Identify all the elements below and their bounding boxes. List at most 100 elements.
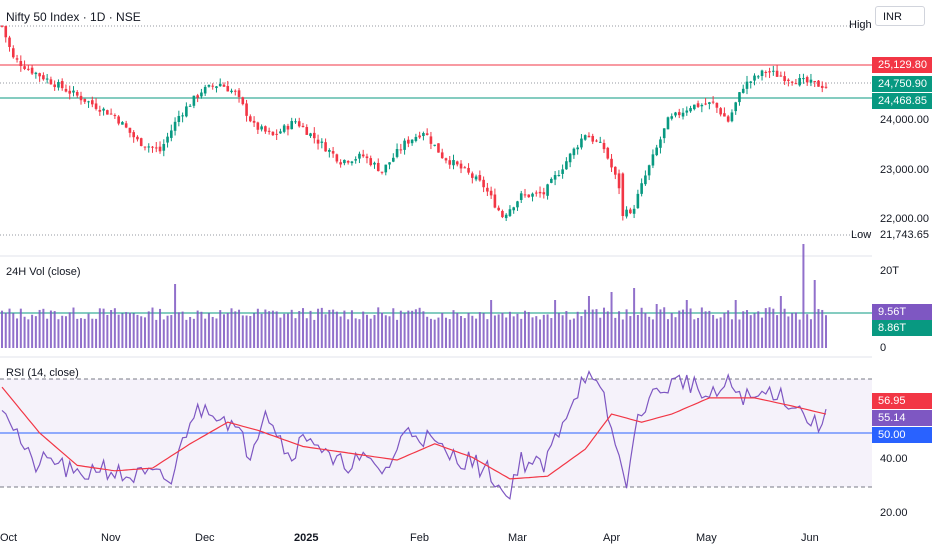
- high-label: High: [849, 19, 872, 31]
- volume-bar: [719, 317, 722, 348]
- volume-bar: [809, 319, 812, 348]
- candle-body: [418, 135, 421, 138]
- volume-bar: [550, 318, 553, 348]
- volume-bar: [1, 310, 3, 348]
- candle-body: [188, 105, 192, 107]
- candle-body: [305, 127, 309, 135]
- candle-body: [312, 132, 316, 139]
- candle-body: [802, 78, 805, 80]
- volume-bar: [648, 316, 651, 348]
- candle-body: [471, 173, 474, 178]
- volume-bar: [369, 318, 372, 348]
- volume-bar: [471, 315, 474, 348]
- chart-title: Nifty 50 Index · 1D · NSE: [6, 10, 141, 24]
- candle-body: [106, 110, 109, 115]
- volume-bar: [95, 318, 98, 348]
- volume-bar: [222, 314, 225, 348]
- candle-body: [685, 110, 689, 113]
- candle-body: [15, 58, 19, 60]
- volume-bar: [49, 310, 52, 348]
- candle-body: [730, 112, 734, 122]
- candle-body: [440, 152, 444, 159]
- candle-body: [294, 121, 297, 123]
- volume-bar: [591, 309, 594, 348]
- candle-body: [693, 104, 696, 110]
- volume-bar: [422, 311, 425, 348]
- volume-bar: [539, 319, 542, 348]
- candle-body: [365, 156, 369, 159]
- candle-body: [580, 138, 583, 148]
- volume-bar: [794, 312, 797, 348]
- volume-bar: [730, 319, 733, 348]
- x-axis-label: Oct: [0, 532, 18, 544]
- volume-bar: [745, 310, 748, 348]
- volume-bar: [776, 315, 779, 348]
- low-value: 21,743.65: [880, 229, 929, 241]
- volume-bar: [715, 318, 718, 348]
- candle-body: [230, 90, 233, 93]
- volume-bar: [358, 319, 361, 348]
- candle-body: [805, 77, 809, 83]
- candle-body: [489, 190, 493, 196]
- volume-bar: [557, 313, 560, 348]
- candle-body: [384, 164, 388, 173]
- volume-bar: [373, 315, 376, 348]
- candle-body: [30, 67, 34, 74]
- candle-body: [591, 135, 595, 142]
- candle-body: [734, 102, 737, 112]
- volume-bar: [192, 318, 195, 348]
- volume-bar: [8, 308, 11, 348]
- volume-bar: [328, 309, 331, 348]
- volume-bar: [12, 313, 15, 348]
- candle-body: [602, 142, 606, 150]
- currency-selector[interactable]: INR: [875, 6, 925, 26]
- volume-bar: [271, 310, 274, 348]
- volume-bar: [414, 309, 417, 348]
- volume-bar: [817, 308, 820, 348]
- candle-body: [331, 151, 335, 154]
- candle-body: [0, 25, 4, 27]
- candle-body: [4, 26, 8, 38]
- volume-bar: [606, 311, 609, 348]
- candle-body: [346, 161, 350, 163]
- volume-bar: [580, 316, 583, 348]
- candle-body: [741, 88, 745, 93]
- candle-body: [91, 100, 94, 105]
- candle-body: [681, 112, 685, 117]
- candle-body: [38, 73, 41, 77]
- volume-bar: [181, 311, 184, 348]
- volume-bar: [294, 318, 297, 348]
- candle-body: [143, 146, 147, 148]
- volume-bar: [381, 312, 384, 348]
- candle-body: [708, 102, 711, 104]
- candle-body: [783, 76, 786, 82]
- volume-bar: [734, 300, 737, 348]
- candle-body: [553, 175, 557, 180]
- candle-body: [534, 192, 538, 194]
- candle-body: [433, 144, 436, 146]
- volume-bar: [603, 307, 606, 348]
- candle-body: [444, 158, 448, 161]
- candle-body: [478, 175, 482, 181]
- candle-body: [519, 193, 523, 200]
- volume-bar: [599, 317, 602, 348]
- volume-bar: [663, 307, 666, 348]
- candle-body: [504, 214, 508, 219]
- volume-bar: [527, 312, 530, 348]
- candle-body: [738, 92, 741, 103]
- volume-bar: [531, 317, 534, 348]
- candle-body: [437, 143, 440, 153]
- candle-body: [696, 103, 700, 107]
- candle-body: [19, 61, 23, 67]
- candle-body: [493, 194, 497, 208]
- volume-bar: [151, 307, 154, 348]
- volume-bar: [704, 311, 707, 348]
- candle-body: [75, 92, 79, 96]
- candle-body: [647, 165, 651, 176]
- volume-bar: [426, 316, 429, 348]
- x-axis-label: Dec: [195, 532, 215, 544]
- candle-body: [621, 173, 625, 216]
- candle-body: [320, 141, 324, 143]
- volume-bar: [57, 319, 60, 348]
